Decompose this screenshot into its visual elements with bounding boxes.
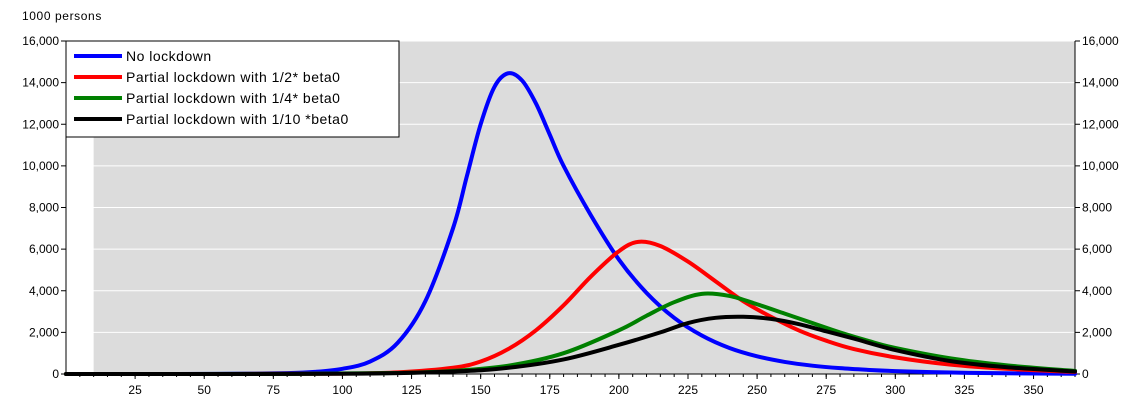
y-tick-label: 2,000 [29, 325, 59, 339]
y-tick-label-right: 6,000 [1082, 242, 1112, 256]
x-tick-label: 75 [267, 383, 281, 397]
axes: 0 0 2,000 2,000 4,000 4,000 6,000 6,000 8,000 8,0… [22, 34, 1119, 397]
y-tick-label-right: 10,000 [1082, 159, 1119, 173]
y-tick-label-right: 16,000 [1082, 34, 1119, 48]
legend-label-4: Partial lockdown with 1/10 *beta0 [126, 111, 349, 127]
series-layer [64, 71, 1077, 377]
y-tick-label-right: 2,000 [1082, 325, 1112, 339]
x-tick-label: 275 [816, 383, 836, 397]
y-tick-label: 4,000 [29, 284, 59, 298]
x-tick-label: 225 [678, 383, 698, 397]
x-tick-label: 300 [885, 383, 905, 397]
y-tick-label: 8,000 [29, 201, 59, 215]
x-tick-label: 150 [471, 383, 491, 397]
x-tick-label: 100 [332, 383, 352, 397]
y-tick-label: 12,000 [22, 117, 59, 131]
y-tick-label: 14,000 [22, 76, 59, 90]
series-line-4 [64, 314, 1077, 377]
x-tick-label: 350 [1024, 383, 1044, 397]
x-tick-label: 200 [609, 383, 629, 397]
y-tick-label: 6,000 [29, 242, 59, 256]
x-tick-label: 250 [747, 383, 767, 397]
y-tick-label: 10,000 [22, 159, 59, 173]
y-tick-label-right: 4,000 [1082, 284, 1112, 298]
legend-label-2: Partial lockdown with 1/2* beta0 [126, 69, 340, 85]
y-axis-unit-label: 1000 persons [22, 9, 102, 23]
legend-label-3: Partial lockdown with 1/4* beta0 [126, 90, 340, 106]
x-tick-label: 125 [402, 383, 422, 397]
y-tick-label: 0 [52, 367, 59, 381]
y-tick-label-right: 12,000 [1082, 117, 1119, 131]
x-tick-label: 25 [128, 383, 142, 397]
y-tick-label-right: 8,000 [1082, 201, 1112, 215]
x-tick-label: 325 [954, 383, 974, 397]
x-tick-label: 175 [540, 383, 560, 397]
y-tick-label: 16,000 [22, 34, 59, 48]
series-line-1 [64, 71, 1077, 376]
legend-label-1: No lockdown [126, 48, 212, 64]
legend: No lockdown Partial lockdown with 1/2* be… [65, 40, 400, 138]
y-tick-label-right: 14,000 [1082, 76, 1119, 90]
x-tick-label: 50 [198, 383, 212, 397]
y-tick-label-right: 0 [1082, 367, 1089, 381]
